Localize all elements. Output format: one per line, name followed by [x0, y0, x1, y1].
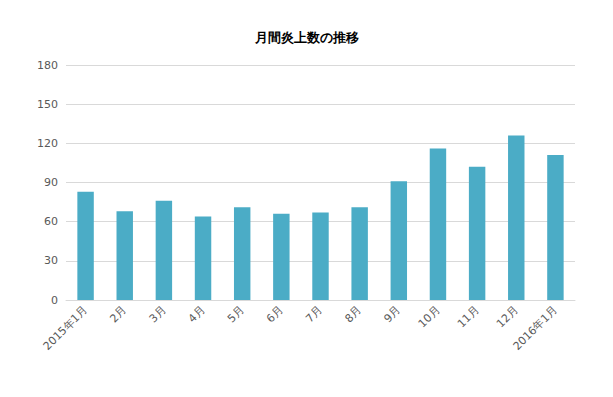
svg-text:月間炎上数の推移: 月間炎上数の推移 [254, 30, 359, 45]
svg-text:5月: 5月 [225, 303, 247, 325]
svg-text:60: 60 [44, 215, 58, 228]
svg-text:9月: 9月 [381, 303, 403, 325]
svg-text:4月: 4月 [186, 303, 208, 325]
svg-text:10月: 10月 [416, 303, 443, 330]
svg-text:6月: 6月 [264, 303, 286, 325]
svg-text:30: 30 [44, 254, 58, 267]
svg-text:2015年1月: 2015年1月 [41, 303, 90, 352]
svg-text:2月: 2月 [107, 303, 129, 325]
svg-text:12月: 12月 [494, 303, 521, 330]
svg-text:8月: 8月 [342, 303, 364, 325]
svg-text:120: 120 [37, 137, 58, 150]
svg-text:2016年1月: 2016年1月 [511, 303, 560, 352]
svg-text:90: 90 [44, 176, 58, 189]
svg-text:180: 180 [37, 59, 58, 72]
svg-text:7月: 7月 [303, 303, 325, 325]
svg-text:3月: 3月 [147, 303, 169, 325]
svg-text:0: 0 [51, 294, 58, 307]
svg-text:150: 150 [37, 98, 58, 111]
svg-text:11月: 11月 [455, 303, 482, 330]
